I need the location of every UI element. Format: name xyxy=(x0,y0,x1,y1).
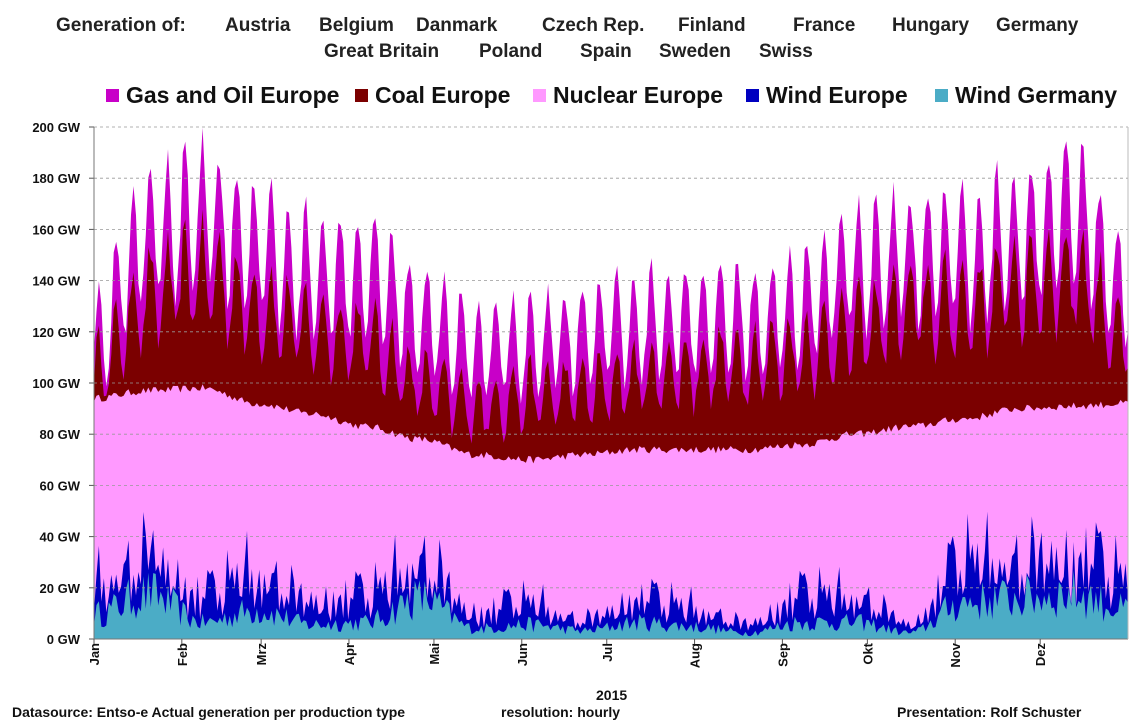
y-tick-label: 120 GW xyxy=(32,325,80,340)
country-great-britain: Great Britain xyxy=(324,41,440,62)
country-austria: Austria xyxy=(225,15,291,36)
legend-gas-oil: Gas and Oil Europe xyxy=(106,82,339,109)
country-belgium: Belgium xyxy=(319,15,394,36)
x-axis-year: 2015 xyxy=(596,687,628,703)
x-tick-label: Okt xyxy=(860,642,875,664)
x-tick-labels: Jan Feb Mrz Apr Mai Jun Jul Aug Sep Okt Nov Dez xyxy=(87,639,1048,668)
presenter-note: Presentation: Rolf Schuster xyxy=(897,704,1082,720)
datasource-note: Datasource: Entso-e Actual generation pe… xyxy=(12,704,406,720)
x-tick-label: Jun xyxy=(515,643,530,666)
y-tick-label: 140 GW xyxy=(32,274,80,289)
country-finland: Finland xyxy=(678,15,746,36)
country-swiss: Swiss xyxy=(759,41,813,62)
country-france: France xyxy=(793,15,856,36)
x-tick-label: Dez xyxy=(1033,643,1048,667)
y-tick-label: 100 GW xyxy=(32,376,80,391)
y-tick-label: 160 GW xyxy=(32,222,80,237)
country-poland: Poland xyxy=(479,41,543,62)
y-tick-label: 20 GW xyxy=(40,581,81,596)
country-spain: Spain xyxy=(580,41,632,62)
legend-swatch-wind-germany xyxy=(935,89,948,102)
legend-swatch-wind-europe xyxy=(746,89,759,102)
y-tick-label: 80 GW xyxy=(40,427,81,442)
area-nuclear-europe xyxy=(94,384,1128,639)
x-tick-label: Aug xyxy=(688,643,703,668)
x-tick-label: Jan xyxy=(87,643,102,665)
legend-wind-europe: Wind Europe xyxy=(746,82,908,109)
legend-swatch-coal xyxy=(355,89,368,102)
x-tick-label: Feb xyxy=(175,643,190,666)
legend-coal: Coal Europe xyxy=(355,82,510,109)
country-germany: Germany xyxy=(996,15,1079,36)
legend-wind-germany: Wind Germany xyxy=(935,82,1117,109)
legend-label-gas-oil: Gas and Oil Europe xyxy=(126,82,340,108)
legend-swatch-nuclear xyxy=(533,89,546,102)
legend-swatch-gas-oil xyxy=(106,89,119,102)
x-tick-label: Apr xyxy=(342,643,357,665)
legend-nuclear: Nuclear Europe xyxy=(533,82,723,109)
generation-of-label: Generation of: xyxy=(56,15,186,36)
legend-label-nuclear: Nuclear Europe xyxy=(553,82,723,108)
area-wind-europe xyxy=(94,511,1128,639)
legend-label-wind-germany: Wind Germany xyxy=(955,82,1118,108)
y-tick-label: 200 GW xyxy=(32,120,80,135)
country-hungary: Hungary xyxy=(892,15,970,36)
x-tick-label: Nov xyxy=(948,642,963,667)
x-tick-label: Mrz xyxy=(254,643,269,666)
x-tick-label: Mai xyxy=(427,643,442,665)
x-tick-label: Sep xyxy=(775,643,790,667)
resolution-note: resolution: hourly xyxy=(501,704,620,720)
gridlines xyxy=(89,126,1128,640)
country-sweden: Sweden xyxy=(659,41,731,62)
area-wind-germany xyxy=(94,570,1128,639)
legend-label-wind-europe: Wind Europe xyxy=(766,82,908,108)
y-tick-labels: 0 GW 20 GW 40 GW 60 GW 80 GW 100 GW 120 GW 140 … xyxy=(32,120,80,647)
y-tick-label: 0 GW xyxy=(47,632,81,647)
x-tick-label: Jul xyxy=(600,643,615,662)
country-danmark: Danmark xyxy=(416,15,498,36)
country-czech-rep: Czech Rep. xyxy=(542,15,645,36)
stacked-areas xyxy=(94,127,1128,640)
y-tick-label: 60 GW xyxy=(40,478,81,493)
y-tick-label: 40 GW xyxy=(40,530,81,545)
legend-label-coal: Coal Europe xyxy=(375,82,511,108)
y-tick-label: 180 GW xyxy=(32,171,80,186)
